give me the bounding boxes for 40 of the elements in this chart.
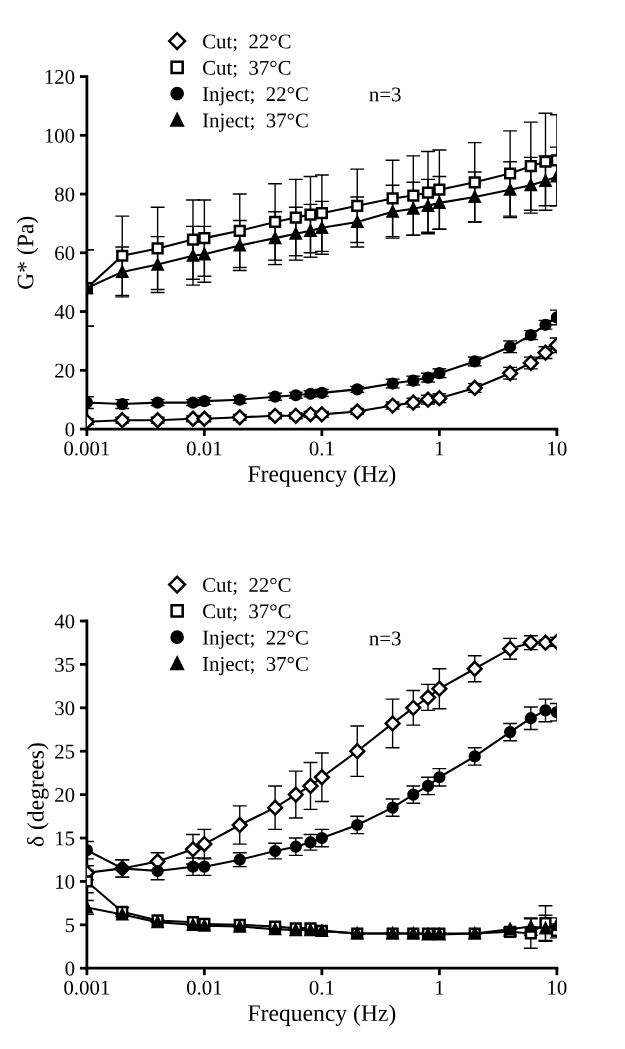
y-axis-title: G* (Pa)	[16, 216, 39, 289]
y-tick-label: 35	[55, 657, 75, 672]
y-tick-label: 0	[65, 961, 75, 976]
legend-label: Inject; 22°C	[202, 87, 308, 106]
legend-label: Cut; 22°C	[203, 34, 291, 52]
x-axis-title: Frequency (Hz)	[248, 465, 396, 487]
x-tick-label: 0.1	[309, 441, 334, 456]
y-tick-label: 5	[65, 918, 75, 933]
y-tick-label: 40	[54, 614, 75, 629]
y-tick-label: 100	[45, 128, 75, 143]
x-tick-label: 0.001	[64, 441, 110, 456]
x-tick-label: 0.01	[186, 980, 222, 995]
legend-label: Cut; 22°C	[203, 577, 291, 595]
x-tick-label: 0.001	[64, 980, 110, 995]
y-tick-label: 60	[55, 246, 75, 261]
y-tick-label: 0	[65, 422, 75, 437]
x-tick-label: 10	[548, 441, 567, 456]
annotation: n=3	[369, 87, 401, 102]
y-tick-label: 120	[45, 69, 75, 85]
x-tick-label: 0.01	[186, 441, 222, 456]
y-tick-label: 10	[56, 874, 75, 889]
y-tick-label: 25	[55, 744, 75, 759]
y-tick-label: 40	[54, 304, 75, 319]
x-axis-title: Frequency (Hz)	[248, 1004, 396, 1026]
legend-label: Cut; 37°C	[203, 60, 291, 78]
legend-label: Inject; 37°C	[202, 656, 308, 676]
y-axis-title: δ (degrees)	[27, 743, 49, 847]
legend-label: Inject; 37°C	[202, 113, 308, 132]
x-tick-label: 10	[548, 980, 567, 995]
x-tick-label: 1	[436, 980, 444, 995]
y-tick-label: 30	[55, 701, 75, 716]
x-tick-label: 1	[436, 441, 444, 456]
y-tick-label: 20	[55, 787, 75, 803]
y-tick-label: 15	[56, 831, 75, 846]
x-tick-label: 0.1	[309, 980, 334, 995]
annotation: n=3	[369, 631, 401, 646]
y-tick-label: 20	[55, 363, 75, 378]
legend-label: Cut; 37°C	[203, 604, 291, 622]
y-tick-label: 80	[55, 187, 75, 202]
legend-label: Inject; 22°C	[202, 630, 308, 649]
